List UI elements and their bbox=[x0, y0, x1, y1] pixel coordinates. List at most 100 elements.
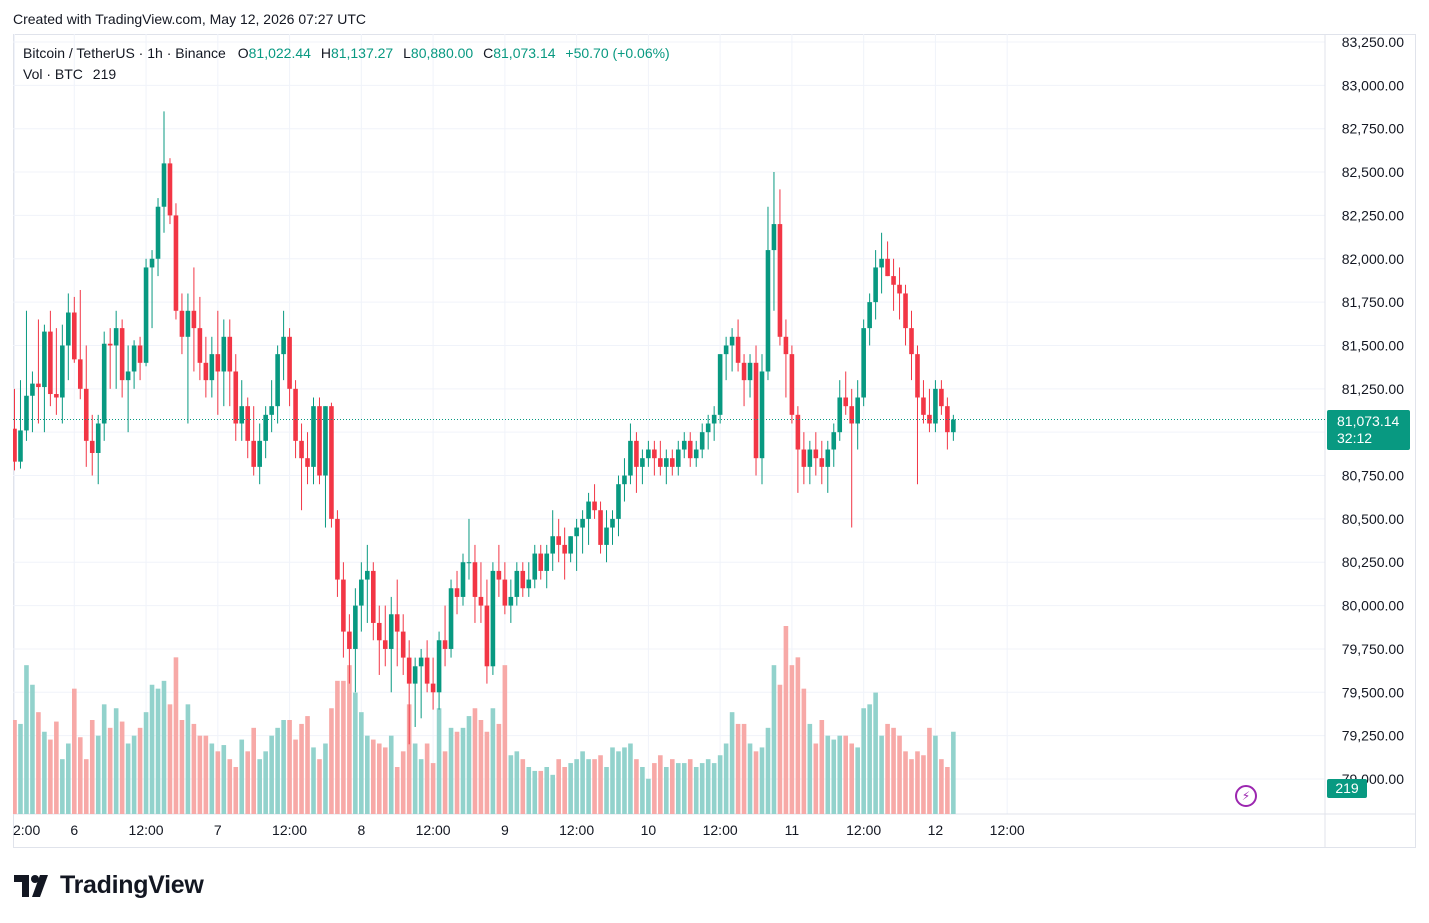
brand-name: TradingView bbox=[60, 871, 204, 899]
volume-bar bbox=[275, 727, 280, 814]
volume-bar bbox=[365, 735, 370, 814]
time-tick-label: 2:00 bbox=[13, 822, 40, 838]
time-tick-label: 11 bbox=[785, 822, 800, 838]
volume-bar bbox=[155, 688, 161, 814]
volume-bar bbox=[687, 759, 693, 814]
candle-body bbox=[837, 397, 843, 433]
candle-body bbox=[879, 258, 884, 268]
candlestick-chart[interactable]: 79,000.0079,250.0079,500.0079,750.0080,0… bbox=[13, 34, 1416, 848]
candle-body bbox=[705, 423, 711, 433]
candle bbox=[508, 579, 514, 623]
candle-body bbox=[215, 354, 221, 372]
price-tick-label: 79,500.00 bbox=[1342, 684, 1404, 700]
candle-body bbox=[478, 596, 484, 606]
open-label: O bbox=[237, 45, 249, 61]
candle bbox=[855, 380, 860, 450]
candle-body bbox=[658, 458, 663, 467]
candle bbox=[299, 423, 304, 511]
candle bbox=[215, 310, 221, 415]
candle bbox=[741, 354, 747, 407]
candle bbox=[849, 388, 854, 528]
candle-body bbox=[209, 354, 215, 381]
candle bbox=[454, 570, 460, 615]
volume-bar bbox=[831, 739, 837, 814]
candle-body bbox=[347, 631, 352, 649]
volume-bar bbox=[580, 751, 585, 814]
candle-body bbox=[460, 562, 466, 597]
candle bbox=[729, 328, 735, 372]
volume-bar bbox=[460, 727, 466, 814]
volume-bar bbox=[185, 704, 191, 814]
candle bbox=[54, 328, 59, 415]
price-candles bbox=[13, 111, 956, 745]
close-label: C bbox=[483, 45, 494, 61]
price-tick-label: 80,750.00 bbox=[1342, 468, 1404, 484]
candle-body bbox=[472, 562, 478, 597]
candle-body bbox=[418, 657, 424, 667]
volume-bar bbox=[711, 763, 717, 814]
candle-body bbox=[197, 328, 203, 363]
volume-bar bbox=[287, 720, 292, 814]
candle-body bbox=[717, 354, 723, 415]
candle-body bbox=[365, 570, 370, 580]
candle-body bbox=[687, 440, 693, 459]
time-tick-label: 12 bbox=[928, 822, 944, 838]
volume-bar bbox=[412, 743, 418, 814]
volume-bar bbox=[795, 657, 801, 814]
volume-bar bbox=[616, 751, 621, 814]
candle bbox=[472, 544, 478, 623]
volume-bar bbox=[939, 759, 944, 814]
time-tick-label: 10 bbox=[641, 822, 657, 838]
volume-bar bbox=[436, 708, 442, 814]
candle bbox=[95, 414, 101, 485]
volume-bar bbox=[783, 626, 789, 814]
candle bbox=[598, 501, 603, 554]
volume-bar bbox=[807, 723, 813, 814]
candle-body bbox=[604, 527, 609, 545]
candle-body bbox=[353, 605, 358, 649]
volume-bar bbox=[24, 665, 29, 814]
candle-body bbox=[448, 588, 454, 649]
candle-body bbox=[759, 371, 765, 459]
volume-bar bbox=[197, 735, 203, 814]
volume-bar bbox=[538, 770, 544, 814]
volume-bar bbox=[628, 743, 633, 814]
candle bbox=[72, 296, 77, 363]
candle-body bbox=[329, 406, 334, 519]
volume-bar bbox=[933, 735, 938, 814]
candle-body bbox=[245, 406, 251, 441]
candle bbox=[873, 250, 878, 320]
volume-bar bbox=[550, 774, 555, 814]
candle-body bbox=[137, 345, 143, 363]
volume-bar bbox=[819, 720, 825, 814]
candle bbox=[693, 440, 699, 467]
volume-bar bbox=[675, 763, 681, 814]
candle bbox=[263, 406, 268, 459]
volume-bar bbox=[54, 721, 59, 814]
candle-body bbox=[376, 622, 382, 641]
candle-body bbox=[897, 284, 902, 294]
lightning-icon[interactable]: ⚡ bbox=[1235, 785, 1257, 807]
volume-bar bbox=[36, 712, 41, 814]
candle bbox=[903, 284, 908, 346]
candle-body bbox=[598, 510, 603, 545]
volume-bar bbox=[777, 684, 783, 814]
candle-body bbox=[269, 406, 274, 415]
candle-body bbox=[538, 553, 544, 571]
candle-body bbox=[640, 458, 645, 467]
volume-bar bbox=[60, 759, 65, 814]
volume-bar bbox=[418, 759, 424, 814]
candle-body bbox=[221, 336, 227, 372]
volume-bar bbox=[496, 723, 502, 814]
symbol-label[interactable]: Bitcoin / TetherUS · 1h · Binance bbox=[23, 45, 226, 61]
volume-label[interactable]: Vol · BTC bbox=[23, 66, 83, 82]
candle bbox=[610, 510, 615, 545]
ohlc-legend: Bitcoin / TetherUS · 1h · Binance O81,02… bbox=[23, 45, 670, 61]
volume-bar bbox=[221, 745, 227, 814]
candle-body bbox=[173, 215, 179, 311]
volume-bar bbox=[371, 739, 376, 814]
volume-bar bbox=[173, 657, 179, 814]
volume-bar bbox=[323, 743, 328, 814]
candle bbox=[418, 648, 424, 719]
candle bbox=[604, 510, 609, 563]
